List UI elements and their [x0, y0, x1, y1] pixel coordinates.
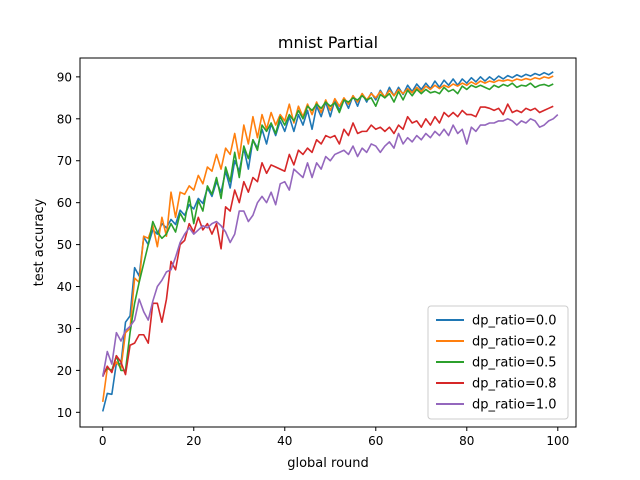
x-tick-label: 80: [459, 434, 474, 448]
chart-title: mnist Partial: [278, 33, 378, 52]
legend-label-4: dp_ratio=1.0: [472, 398, 557, 413]
legend-label-0: dp_ratio=0.0: [472, 314, 557, 329]
series-line-2: [102, 82, 554, 376]
y-tick-label: 80: [57, 112, 72, 126]
y-tick-label: 90: [57, 70, 72, 84]
series-line-3: [102, 103, 554, 377]
x-tick-label: 0: [99, 434, 107, 448]
y-tick-label: 40: [57, 280, 72, 294]
x-tick-label: 20: [186, 434, 201, 448]
y-tick-label: 60: [57, 196, 72, 210]
legend-label-2: dp_ratio=0.5: [472, 356, 557, 371]
series-line-4: [101, 114, 559, 377]
plot-area-frame: [79, 57, 577, 428]
y-axis-label: test accuracy: [32, 198, 47, 286]
legend: dp_ratio=0.0 dp_ratio=0.2 dp_ratio=0.5 dp_r…: [427, 305, 569, 420]
y-tick-label: 50: [57, 238, 72, 252]
legend-label-1: dp_ratio=0.2: [472, 335, 557, 350]
y-tick-label: 10: [57, 406, 72, 420]
series-line-0: [101, 71, 554, 412]
legend-box: [427, 305, 569, 420]
x-axis-label: global round: [287, 456, 369, 471]
x-tick-label: 100: [546, 434, 569, 448]
x-tick-label: 60: [368, 434, 383, 448]
legend-label-3: dp_ratio=0.8: [472, 377, 557, 392]
x-axis-ticks: 0 20 40 60 80 100: [99, 427, 569, 448]
y-tick-label: 70: [57, 154, 72, 168]
plot-lines: [101, 71, 559, 412]
y-tick-label: 30: [57, 322, 72, 336]
x-tick-label: 40: [277, 434, 292, 448]
y-tick-label: 20: [57, 364, 72, 378]
y-axis-ticks: 10 20 30 40 50 60 70 80 90: [57, 70, 80, 420]
